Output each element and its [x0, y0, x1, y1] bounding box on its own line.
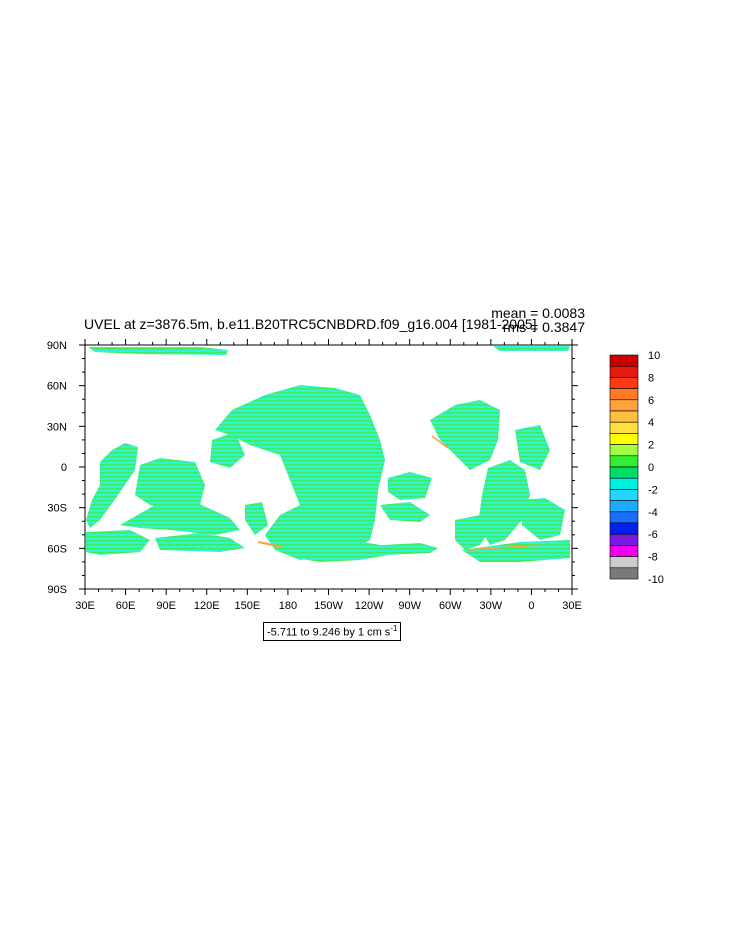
colorbar-swatch: [609, 455, 639, 468]
colorbar-swatch: [609, 511, 639, 524]
colorbar-swatch: [609, 522, 639, 535]
high-velocity-streak: [431, 435, 449, 449]
y-tick-label: 30S: [47, 503, 67, 515]
colorbar-label: 10: [648, 350, 660, 362]
indian-ocean-field: [86, 443, 138, 528]
y-tick-label: 90S: [47, 584, 67, 596]
atlantic-field: [430, 400, 500, 470]
y-tick-label: 30N: [47, 421, 67, 433]
atlantic-field: [478, 460, 530, 545]
colorbar-label: 8: [648, 372, 654, 384]
colorbar-swatch: [609, 567, 639, 580]
colorbar-label: 2: [648, 440, 654, 452]
range-exponent: -1: [390, 624, 398, 633]
colorbar-swatch: [609, 388, 639, 401]
pacific-field: [215, 385, 385, 560]
mean-stat: mean = 0.0083: [491, 305, 585, 321]
x-tick-label: 60W: [439, 600, 462, 612]
chart-title: UVEL at z=3876.5m, b.e11.B20TRC5CNBDRD.f…: [84, 316, 537, 332]
arctic-strip: [88, 347, 228, 355]
y-tick-label: 60S: [47, 543, 67, 555]
colorbar-swatch: [609, 466, 639, 479]
x-tick-label: 90E: [156, 600, 176, 612]
pacific-field: [245, 502, 268, 535]
colorbar-swatch: [609, 354, 639, 367]
x-tick-label: 120W: [355, 600, 384, 612]
colorbar-swatch: [609, 377, 639, 389]
colorbar-label: -4: [648, 507, 658, 519]
colorbar-swatch: [609, 399, 639, 412]
atlantic-field: [520, 498, 565, 540]
y-tick-label: 60N: [47, 381, 67, 393]
ocean-velocity-field: [86, 346, 570, 562]
x-tick-label: 90W: [398, 600, 421, 612]
colorbar-swatch: [609, 365, 639, 378]
x-tick-label: 30W: [480, 600, 503, 612]
x-tick-label: 180: [279, 600, 297, 612]
x-tick-label: 30E: [562, 600, 582, 612]
high-velocity-streak: [257, 541, 283, 548]
x-tick-label: 150W: [314, 600, 343, 612]
colorbar-swatch: [609, 545, 639, 557]
east-pacific-field: [388, 472, 432, 500]
southern-ocean-field: [86, 530, 150, 555]
colorbar-label: 6: [648, 395, 654, 407]
x-tick-label: 0: [528, 600, 534, 612]
rms-stat: rms = 0.3847: [502, 319, 585, 335]
x-tick-label: 30E: [75, 600, 95, 612]
colorbar-swatch: [609, 500, 639, 513]
atlantic-field: [515, 425, 550, 470]
colorbar-label: -8: [648, 552, 658, 564]
southern-ocean-field: [155, 533, 245, 552]
colorbar-swatch: [609, 410, 639, 423]
colorbar-swatch: [609, 477, 639, 490]
y-tick-label: 90N: [47, 340, 67, 352]
colorbar-label: 4: [648, 417, 654, 429]
indian-ocean-field: [135, 458, 205, 510]
pacific-field: [330, 543, 438, 556]
colorbar-swatch: [609, 533, 639, 546]
range-note: -5.711 to 9.246 by 1 cm s-1: [263, 622, 402, 641]
y-tick-label: 0: [61, 462, 67, 474]
southern-ocean-field: [455, 515, 490, 550]
indian-ocean-field: [120, 502, 240, 535]
colorbar-swatch: [609, 421, 639, 434]
colorbar-label: -10: [648, 574, 664, 586]
range-text: -5.711 to 9.246 by 1 cm s: [267, 626, 391, 639]
colorbar-label: -2: [648, 484, 658, 496]
southern-ocean-field: [462, 540, 570, 562]
pacific-field: [210, 432, 245, 468]
high-velocity-streak: [467, 544, 541, 551]
colorbar-label: -6: [648, 529, 658, 541]
colorbar-swatch: [609, 444, 639, 457]
colorbar-swatch: [609, 489, 639, 501]
colorbar-swatch: [609, 433, 639, 445]
east-pacific-field: [380, 502, 430, 522]
x-tick-label: 60E: [116, 600, 136, 612]
x-tick-label: 150E: [234, 600, 260, 612]
colorbar-label: 0: [648, 462, 654, 474]
arctic-strip: [493, 346, 570, 351]
x-tick-label: 120E: [194, 600, 220, 612]
colorbar-swatch: [609, 556, 639, 569]
